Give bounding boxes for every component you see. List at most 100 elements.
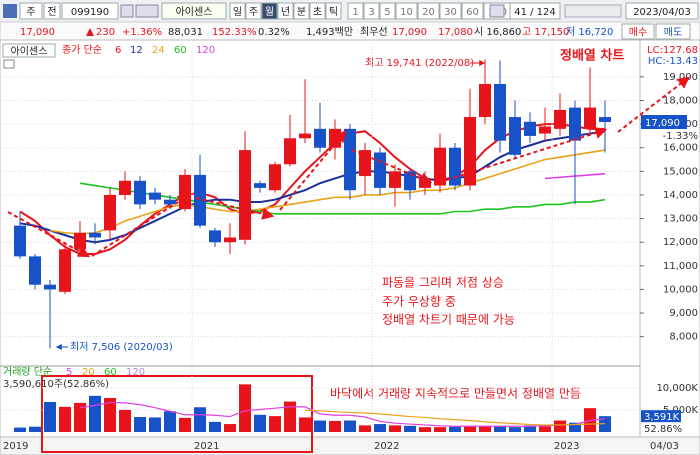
volume-tag: [641, 410, 681, 423]
period-button[interactable]: 월: [265, 6, 274, 18]
stock-name-box[interactable]: [161, 2, 227, 20]
period-button-box[interactable]: [245, 2, 262, 20]
date-input-box[interactable]: [625, 2, 699, 20]
quote-turnover: 0.32%: [258, 27, 290, 38]
sell-button-box[interactable]: [655, 23, 691, 40]
tool-icons[interactable]: [489, 4, 505, 18]
candle-body: [164, 199, 176, 205]
y-tick-label: 19,000: [663, 72, 698, 83]
ma-line: [19, 123, 605, 256]
settings-icon[interactable]: [3, 59, 15, 69]
period-button-box[interactable]: [309, 2, 326, 20]
prev-button-box[interactable]: [43, 2, 61, 20]
candle-body: [104, 194, 116, 231]
ma-line: [79, 182, 606, 215]
period-button[interactable]: 초: [313, 6, 322, 18]
y-tick-label: 11,000: [663, 261, 698, 272]
minute-button[interactable]: 20: [422, 7, 435, 18]
buy-button[interactable]: 매수: [629, 27, 647, 39]
candle-body: [89, 232, 101, 238]
page-counter-box[interactable]: [509, 2, 561, 20]
quote-bid: 17,080: [438, 27, 473, 38]
arrow: [91, 194, 191, 257]
period-button[interactable]: 일: [233, 6, 242, 18]
low-note: 최저 7,506 (2020/03): [70, 341, 173, 353]
minute-button[interactable]: 1: [352, 7, 358, 18]
minute-button[interactable]: 5: [384, 7, 390, 18]
page-counter[interactable]: 41 / 124: [514, 7, 556, 18]
trend-arrows: [7, 76, 690, 258]
date-input[interactable]: 2023/04/03: [633, 7, 691, 18]
volume-ma-line: [79, 401, 606, 427]
legend-name-box[interactable]: [2, 43, 56, 58]
market-select-box[interactable]: [19, 2, 43, 20]
menu-icon[interactable]: [3, 4, 17, 18]
minute-button[interactable]: 10: [400, 7, 413, 18]
quote-open: 시 16,860: [474, 26, 521, 38]
period-button[interactable]: 분: [297, 6, 306, 18]
candle-body: [134, 180, 146, 205]
volume-bar: [269, 416, 281, 432]
code-input-box[interactable]: [61, 2, 119, 20]
sell-button[interactable]: 매도: [664, 27, 682, 39]
candle-body: [194, 174, 206, 226]
volume-status: 3,590,610주(52.86%): [3, 379, 109, 390]
candle-body: [269, 164, 281, 191]
y-tick-label: 12,000: [663, 237, 698, 248]
volume-bar: [194, 407, 206, 432]
quote-price: 17,090: [20, 27, 55, 38]
minute-button[interactable]: 60: [466, 7, 479, 18]
quote-amount: 1,493백만: [306, 26, 353, 38]
search-icon[interactable]: [120, 4, 134, 18]
candle-body: [299, 133, 311, 139]
volume-label: 거래량 단순: [3, 366, 52, 378]
period-button-box[interactable]: [229, 2, 246, 20]
candle-body: [404, 171, 416, 191]
period-button-box[interactable]: [277, 2, 294, 20]
volume-bar: [104, 398, 116, 432]
period-button[interactable]: 년: [281, 6, 290, 18]
up-triangle: [86, 28, 94, 36]
minute-button-box[interactable]: [363, 2, 380, 20]
sound-icon[interactable]: [135, 4, 159, 18]
minute-button[interactable]: 30: [444, 7, 457, 18]
y-tick-label: 18,000: [663, 96, 698, 107]
volume-bar: [164, 411, 176, 432]
stock-name[interactable]: 아이센스: [176, 6, 213, 18]
minute-button-box[interactable]: [395, 2, 418, 20]
last-price-tag: [641, 114, 687, 129]
period-button-box[interactable]: [325, 2, 342, 20]
candle-body: [389, 171, 401, 188]
y-tick-label: 15,000: [663, 166, 698, 177]
period-button-box[interactable]: [261, 2, 278, 20]
candle-body: [179, 174, 191, 210]
candle-body: [584, 107, 596, 129]
minute-button[interactable]: 3: [368, 7, 374, 18]
candle-body: [509, 117, 521, 155]
minute-button-box[interactable]: [439, 2, 462, 20]
legend-entry: 6: [115, 45, 121, 56]
minute-button-box[interactable]: [461, 2, 484, 20]
high-note: 최고 19,741 (2022/08): [365, 57, 474, 69]
minute-button-box[interactable]: [347, 2, 364, 20]
code-input[interactable]: 099190: [71, 7, 109, 18]
legend-name[interactable]: 아이센스: [11, 46, 48, 58]
market-select[interactable]: 주: [26, 7, 35, 18]
period-button[interactable]: 틱: [329, 6, 338, 18]
volume-value-label: 3,591K: [644, 412, 680, 423]
minute-button-box[interactable]: [379, 2, 396, 20]
volume-bar: [389, 425, 401, 432]
quote-high: 고 17,150: [522, 27, 569, 38]
tool-icons[interactable]: [564, 4, 622, 18]
minute-button-box[interactable]: [417, 2, 440, 20]
candle-body: [14, 225, 26, 257]
buy-button-box[interactable]: [621, 23, 655, 40]
period-button-box[interactable]: [293, 2, 310, 20]
volume-bar: [179, 417, 191, 432]
period-button[interactable]: 주: [249, 7, 258, 18]
volume-bar: [344, 420, 356, 432]
prev-button[interactable]: 전: [47, 6, 56, 18]
candle-body: [29, 256, 41, 285]
quote-best-label: 최우선: [360, 26, 388, 38]
